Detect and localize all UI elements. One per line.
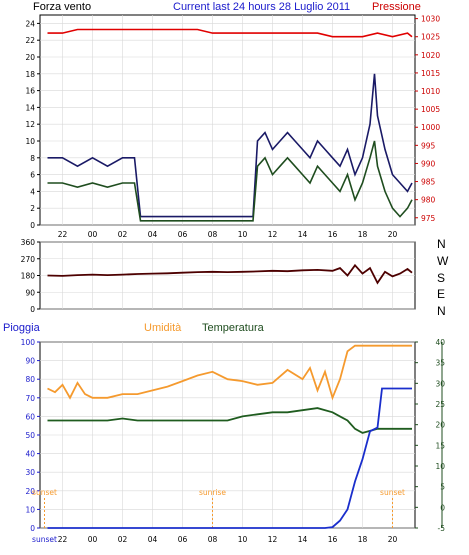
- direction-tick-label: 90: [25, 288, 35, 297]
- pressure-tick-label: 1025: [421, 33, 440, 42]
- wind-tick-label: 6: [30, 171, 35, 180]
- wind-tick-label: 20: [25, 53, 35, 62]
- rain-tick-label: 100: [21, 338, 36, 347]
- rain-line: [47, 387, 412, 529]
- time-tick-label: 02: [118, 230, 128, 239]
- rain-tick-label: 70: [25, 394, 35, 403]
- time-tick-label: 20: [388, 230, 398, 239]
- wind-tick-label: 2: [30, 204, 35, 213]
- temperature-tick-label: 30: [435, 379, 445, 388]
- pressure-tick-label: 985: [421, 178, 436, 187]
- temperature-tick-label: 35: [435, 359, 445, 368]
- time-tick-label: 00: [88, 230, 98, 239]
- humidity-line: [47, 344, 412, 401]
- wind-tick-label: 10: [25, 137, 35, 146]
- time-tick-label: 14: [298, 535, 308, 544]
- temperature-tick-label: 5: [440, 483, 445, 492]
- time-tick-label: 16: [328, 230, 338, 239]
- time-tick-label: 08: [208, 230, 218, 239]
- pressure-tick-label: 990: [421, 159, 436, 168]
- wind-tick-label: 16: [25, 87, 35, 96]
- rain-tick-label: 90: [25, 357, 35, 366]
- wind-pressure-plot-frame: [39, 14, 416, 226]
- wind-tick-label: 14: [25, 103, 35, 112]
- time-tick-label: 22: [58, 535, 68, 544]
- rain-axis-title: Pioggia: [3, 322, 41, 334]
- temperature-tick-label: 15: [435, 441, 445, 450]
- wind-tick-label: 24: [25, 19, 35, 28]
- rain-tick-label: 80: [25, 375, 35, 384]
- direction-tick-label: 270: [21, 255, 36, 264]
- pressure-tick-label: 995: [421, 141, 436, 150]
- time-tick-label: 06: [178, 230, 188, 239]
- time-tick-label: 04: [148, 230, 158, 239]
- direction-tick-label: 0: [30, 305, 35, 314]
- pressure-axis-title: Pressione: [372, 1, 421, 13]
- temperature-tick-label: 0: [440, 503, 445, 512]
- wind-speed-axis-title: Forza vento: [33, 1, 91, 13]
- time-tick-label: 18: [358, 535, 368, 544]
- wind-tick-label: 18: [25, 70, 35, 79]
- temperature-legend-label: Temperatura: [202, 322, 265, 334]
- time-tick-label: 02: [118, 535, 128, 544]
- rain-tick-label: 30: [25, 468, 35, 477]
- compass-label: N: [437, 304, 446, 318]
- sun-event-label: sunrise: [199, 488, 226, 497]
- wind-tick-label: 22: [25, 36, 35, 45]
- rain-tick-label: 40: [25, 450, 35, 459]
- pressure-tick-label: 980: [421, 196, 436, 205]
- chart-title: Current last 24 hours 28 Luglio 2011: [173, 1, 350, 13]
- sun-event-label: sunset: [32, 488, 57, 497]
- temperature-tick-label: 10: [435, 462, 445, 471]
- time-tick-label: 10: [238, 230, 248, 239]
- time-tick-label: 08: [208, 535, 218, 544]
- pressure-tick-label: 1020: [421, 51, 440, 60]
- direction-tick-label: 360: [21, 238, 36, 247]
- direction-tick-label: 180: [21, 272, 36, 281]
- wind-direction-line: [47, 263, 413, 285]
- compass-label: S: [437, 271, 445, 285]
- temperature-tick-label: -5: [438, 524, 446, 533]
- time-tick-label: 06: [178, 535, 188, 544]
- pressure-line: [47, 28, 413, 38]
- wind-tick-label: 8: [30, 154, 35, 163]
- time-tick-label: 20: [388, 535, 398, 544]
- time-tick-label: 16: [328, 535, 338, 544]
- rain-tick-label: 20: [25, 487, 35, 496]
- wind-average-line: [47, 140, 413, 222]
- rain-tick-label: 0: [30, 524, 35, 533]
- humidity-legend-label: Umidità: [144, 322, 182, 334]
- rain-tick-label: 50: [25, 431, 35, 440]
- time-tick-label: 10: [238, 535, 248, 544]
- compass-label: N: [437, 237, 446, 251]
- temperature-tick-label: 20: [435, 421, 445, 430]
- pressure-tick-label: 1030: [421, 15, 440, 24]
- time-tick-label: 12: [268, 535, 278, 544]
- time-tick-label: 14: [298, 230, 308, 239]
- sun-event-label: sunset: [380, 488, 405, 497]
- temperature-line: [47, 407, 412, 434]
- time-tick-label: 12: [268, 230, 278, 239]
- pressure-tick-label: 1005: [421, 105, 440, 114]
- compass-label: E: [437, 287, 445, 301]
- rain-tick-label: 60: [25, 412, 35, 421]
- pressure-tick-label: 1010: [421, 87, 440, 96]
- temperature-tick-label: 25: [435, 400, 445, 409]
- time-tick-label: 18: [358, 230, 368, 239]
- time-tick-label: 22: [58, 230, 68, 239]
- temperature-tick-label: 40: [435, 338, 445, 347]
- time-tick-label: sunset: [32, 535, 57, 544]
- time-tick-label: 00: [88, 535, 98, 544]
- pressure-tick-label: 1015: [421, 69, 440, 78]
- compass-label: W: [437, 254, 449, 268]
- pressure-tick-label: 1000: [421, 123, 440, 132]
- wind-tick-label: 12: [25, 120, 35, 129]
- pressure-tick-label: 975: [421, 214, 436, 223]
- wind-tick-label: 4: [30, 187, 35, 196]
- rain-tick-label: 10: [25, 505, 35, 514]
- wind-tick-label: 0: [30, 221, 35, 230]
- time-tick-label: 04: [148, 535, 158, 544]
- wind-gust-line: [47, 73, 413, 218]
